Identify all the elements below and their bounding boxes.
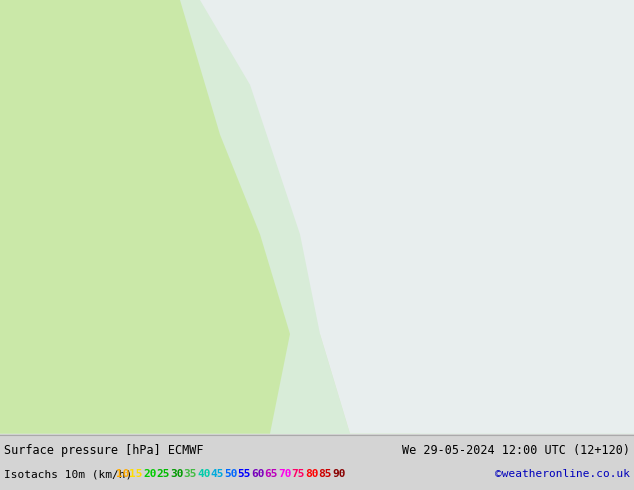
Text: 15: 15 <box>129 469 143 479</box>
Text: 10: 10 <box>116 469 129 479</box>
Text: 60: 60 <box>251 469 264 479</box>
Text: 45: 45 <box>210 469 224 479</box>
Polygon shape <box>200 0 634 434</box>
Text: Isotachs 10m (km/h): Isotachs 10m (km/h) <box>4 469 133 479</box>
Text: 65: 65 <box>264 469 278 479</box>
Text: 25: 25 <box>157 469 170 479</box>
Text: 90: 90 <box>332 469 346 479</box>
Text: 55: 55 <box>238 469 251 479</box>
Text: 35: 35 <box>183 469 197 479</box>
Text: 70: 70 <box>278 469 292 479</box>
Text: Surface pressure [hPa] ECMWF: Surface pressure [hPa] ECMWF <box>4 444 204 457</box>
Text: 30: 30 <box>170 469 183 479</box>
Polygon shape <box>0 0 290 434</box>
Text: We 29-05-2024 12:00 UTC (12+120): We 29-05-2024 12:00 UTC (12+120) <box>402 444 630 457</box>
Text: 75: 75 <box>292 469 305 479</box>
Text: ©weatheronline.co.uk: ©weatheronline.co.uk <box>495 469 630 479</box>
Text: 80: 80 <box>305 469 318 479</box>
Text: 40: 40 <box>197 469 210 479</box>
Text: 20: 20 <box>143 469 157 479</box>
FancyBboxPatch shape <box>0 0 634 434</box>
Text: 85: 85 <box>318 469 332 479</box>
Polygon shape <box>270 0 420 434</box>
Text: 50: 50 <box>224 469 238 479</box>
